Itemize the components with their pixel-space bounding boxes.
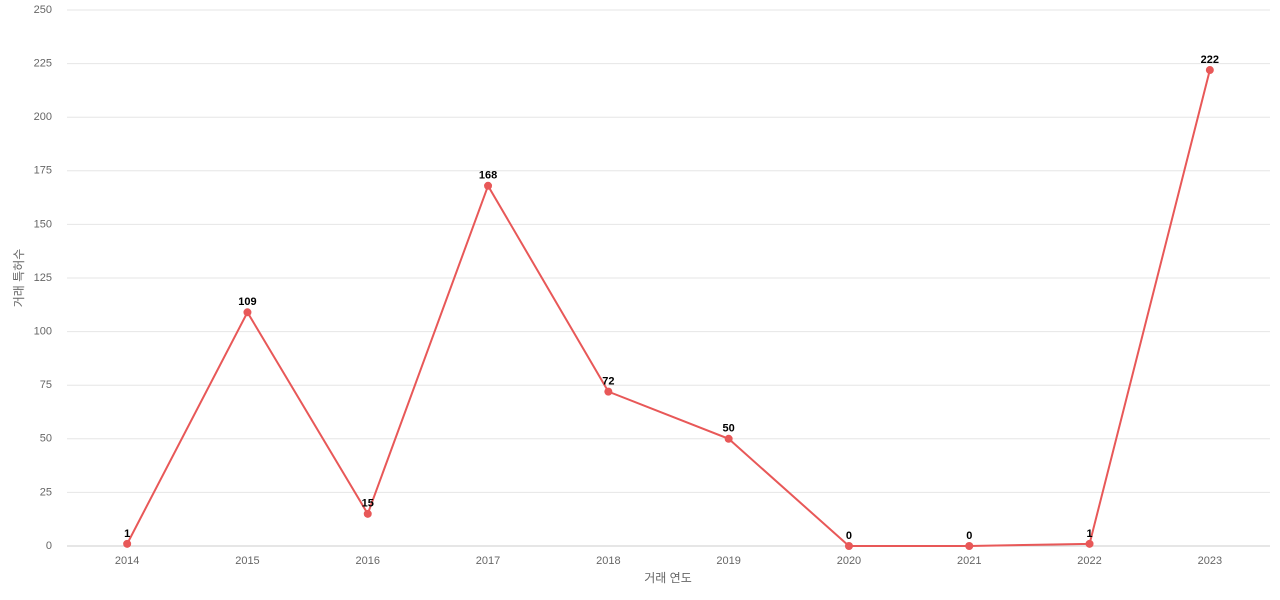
x-tick-label: 2022 xyxy=(1077,555,1101,567)
data-label: 50 xyxy=(723,423,735,435)
x-tick-label: 2021 xyxy=(957,555,981,567)
x-tick-label: 2015 xyxy=(235,555,259,567)
x-tick-label: 2016 xyxy=(356,555,380,567)
y-tick-label: 25 xyxy=(40,486,52,498)
point xyxy=(604,387,613,396)
x-tick-label: 2019 xyxy=(716,555,740,567)
point xyxy=(123,539,132,548)
x-axis-label: 거래 연도 xyxy=(644,571,692,585)
y-tick-label: 200 xyxy=(34,111,52,123)
data-label: 168 xyxy=(479,170,497,182)
line xyxy=(126,69,1211,547)
y-tick-label: 100 xyxy=(34,326,52,338)
y-tick-label: 75 xyxy=(40,379,52,391)
point xyxy=(363,509,372,518)
point xyxy=(1205,66,1214,75)
point xyxy=(1085,539,1094,548)
x-tick-label: 2017 xyxy=(476,555,500,567)
data-label: 0 xyxy=(846,530,852,542)
point xyxy=(484,181,493,190)
y-axis-label: 거래 특허수 xyxy=(12,249,26,308)
data-label: 222 xyxy=(1201,54,1219,66)
y-tick-label: 0 xyxy=(46,540,52,552)
y-tick-label: 125 xyxy=(34,272,52,284)
y-tick-label: 225 xyxy=(34,58,52,70)
data-label: 0 xyxy=(966,530,972,542)
x-tick-label: 2014 xyxy=(115,555,139,567)
y-tick-label: 50 xyxy=(40,433,52,445)
y-tick-label: 150 xyxy=(34,218,52,230)
y-tick-label: 175 xyxy=(34,165,52,177)
data-label: 1 xyxy=(124,528,130,540)
data-label: 109 xyxy=(238,296,256,308)
point xyxy=(965,542,974,550)
point xyxy=(243,308,252,317)
x-tick-label: 2020 xyxy=(837,555,861,567)
point xyxy=(724,434,733,443)
y-tick-label: 250 xyxy=(34,4,52,16)
data-label: 1 xyxy=(1086,528,1092,540)
x-tick-label: 2023 xyxy=(1198,555,1222,567)
point xyxy=(844,542,853,550)
x-tick-label: 2018 xyxy=(596,555,620,567)
data-label: 72 xyxy=(602,376,614,388)
data-label: 15 xyxy=(362,498,374,510)
